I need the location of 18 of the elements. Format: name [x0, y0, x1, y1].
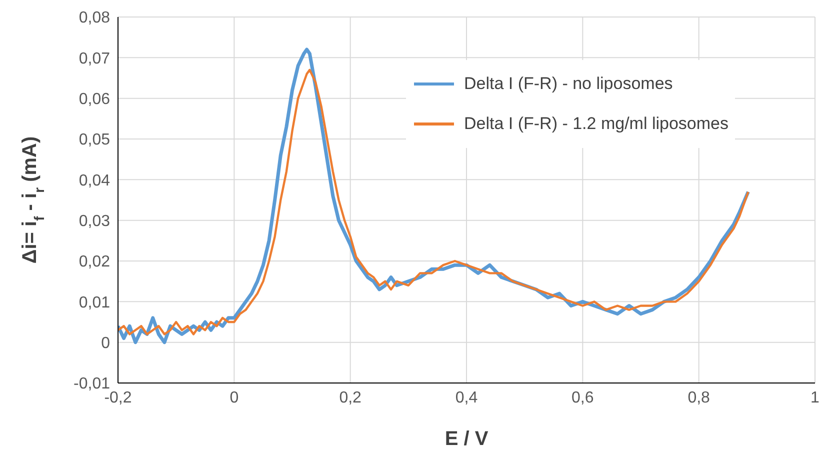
- y-tick-label: 0,08: [78, 10, 110, 27]
- legend-label: Delta I (F-R) - 1.2 mg/ml liposomes: [464, 114, 728, 134]
- x-tick-label: 0,2: [339, 389, 362, 406]
- x-tick-label: 0,8: [688, 389, 710, 406]
- y-tick-label: 0,02: [78, 254, 110, 271]
- y-tick-label: 0,07: [78, 50, 110, 68]
- x-tick-label: 0,6: [572, 389, 594, 406]
- y-tick-label: 0: [101, 335, 110, 352]
- y-tick-label: 0,03: [78, 213, 110, 230]
- y-tick-label: 0,06: [78, 91, 110, 108]
- legend-label: Delta I (F-R) - no liposomes: [464, 74, 673, 94]
- x-tick-label: 1: [810, 389, 820, 406]
- x-tick-label: 0,4: [455, 389, 478, 406]
- y-tick-label: 0,04: [78, 172, 110, 190]
- x-axis-title: E / V: [444, 428, 489, 450]
- y-tick-label: 0,01: [78, 294, 110, 312]
- x-tick-label: 0: [230, 389, 239, 406]
- y-tick-label: 0,05: [78, 132, 110, 149]
